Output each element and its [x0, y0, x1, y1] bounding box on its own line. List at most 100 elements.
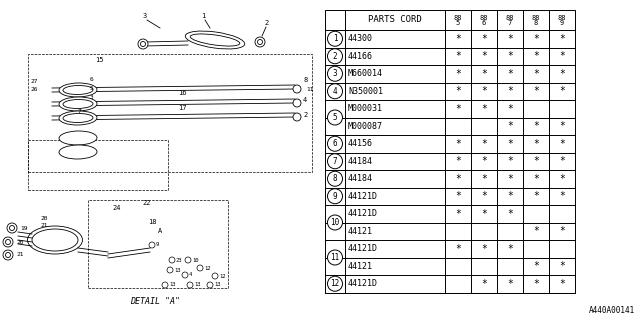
Text: *: * [481, 244, 487, 254]
Text: 6: 6 [333, 139, 337, 148]
Text: *: * [455, 104, 461, 114]
Ellipse shape [63, 114, 93, 123]
Circle shape [10, 226, 15, 230]
Text: 3: 3 [143, 13, 147, 19]
Circle shape [197, 265, 203, 271]
Text: 23: 23 [176, 258, 182, 262]
Text: 4: 4 [189, 273, 192, 277]
Text: *: * [455, 69, 461, 79]
Text: 8: 8 [333, 174, 337, 183]
Text: 12: 12 [204, 266, 211, 270]
Circle shape [328, 110, 342, 125]
Text: 18: 18 [148, 219, 157, 225]
Ellipse shape [59, 97, 97, 111]
Bar [28, 54, 312, 172]
Text: 24: 24 [112, 205, 120, 211]
Text: 88: 88 [532, 15, 540, 21]
Text: *: * [481, 279, 487, 289]
Circle shape [6, 252, 10, 258]
Text: 2: 2 [303, 112, 307, 118]
Circle shape [3, 250, 13, 260]
Text: 88: 88 [480, 15, 488, 21]
Text: 6: 6 [482, 20, 486, 26]
Text: 44121: 44121 [348, 262, 373, 271]
Text: *: * [507, 279, 513, 289]
Text: 2: 2 [265, 20, 269, 26]
Text: *: * [533, 261, 539, 271]
Text: 44121D: 44121D [348, 279, 378, 288]
Text: 2: 2 [333, 52, 337, 61]
Text: *: * [455, 139, 461, 149]
Text: *: * [533, 121, 539, 131]
Text: *: * [507, 209, 513, 219]
Text: *: * [559, 279, 565, 289]
Ellipse shape [185, 31, 244, 49]
Text: *: * [507, 121, 513, 131]
Text: *: * [455, 174, 461, 184]
Text: 44121D: 44121D [348, 192, 378, 201]
Text: *: * [533, 191, 539, 201]
Text: M000087: M000087 [348, 122, 383, 131]
Text: *: * [559, 69, 565, 79]
Circle shape [169, 257, 175, 263]
Text: *: * [507, 69, 513, 79]
Circle shape [328, 136, 342, 151]
Text: *: * [559, 226, 565, 236]
Text: 17: 17 [178, 105, 186, 111]
Bar [88, 200, 228, 288]
Text: 19: 19 [20, 226, 28, 230]
Text: *: * [533, 86, 539, 96]
Circle shape [328, 84, 342, 99]
Circle shape [328, 154, 342, 169]
Text: 7: 7 [333, 157, 337, 166]
Text: *: * [507, 104, 513, 114]
Text: 12: 12 [219, 274, 225, 278]
Circle shape [6, 239, 10, 244]
Text: *: * [481, 156, 487, 166]
Ellipse shape [59, 83, 97, 97]
Text: *: * [559, 121, 565, 131]
Circle shape [7, 223, 17, 233]
Text: 44121D: 44121D [348, 244, 378, 253]
Text: 88: 88 [506, 15, 515, 21]
Text: 88: 88 [454, 15, 462, 21]
Ellipse shape [59, 131, 97, 145]
Text: 7: 7 [508, 20, 512, 26]
Text: *: * [455, 191, 461, 201]
Text: 44156: 44156 [348, 139, 373, 148]
Circle shape [162, 282, 168, 288]
Text: *: * [533, 174, 539, 184]
Circle shape [328, 66, 342, 81]
Text: *: * [481, 139, 487, 149]
Ellipse shape [59, 145, 97, 159]
Circle shape [255, 37, 265, 47]
Circle shape [207, 282, 213, 288]
Ellipse shape [190, 34, 240, 46]
Ellipse shape [32, 229, 78, 251]
Text: 4: 4 [303, 97, 307, 103]
Text: 13: 13 [194, 283, 200, 287]
Text: 13: 13 [174, 268, 180, 273]
Text: 12: 12 [330, 279, 340, 288]
Text: *: * [559, 86, 565, 96]
Circle shape [328, 276, 342, 291]
Text: *: * [507, 174, 513, 184]
Text: *: * [481, 34, 487, 44]
Text: A: A [158, 228, 163, 234]
Text: *: * [559, 51, 565, 61]
Text: 3: 3 [333, 69, 337, 78]
Circle shape [185, 257, 191, 263]
Text: *: * [533, 279, 539, 289]
Circle shape [293, 99, 301, 107]
Text: 88: 88 [557, 15, 566, 21]
Text: 44121D: 44121D [348, 209, 378, 218]
Text: *: * [507, 51, 513, 61]
Text: *: * [559, 34, 565, 44]
Text: 44184: 44184 [348, 174, 373, 183]
Text: *: * [455, 34, 461, 44]
Text: 27: 27 [30, 79, 38, 84]
Circle shape [212, 273, 218, 279]
Text: *: * [481, 104, 487, 114]
Text: 21: 21 [40, 223, 47, 228]
Text: *: * [533, 51, 539, 61]
